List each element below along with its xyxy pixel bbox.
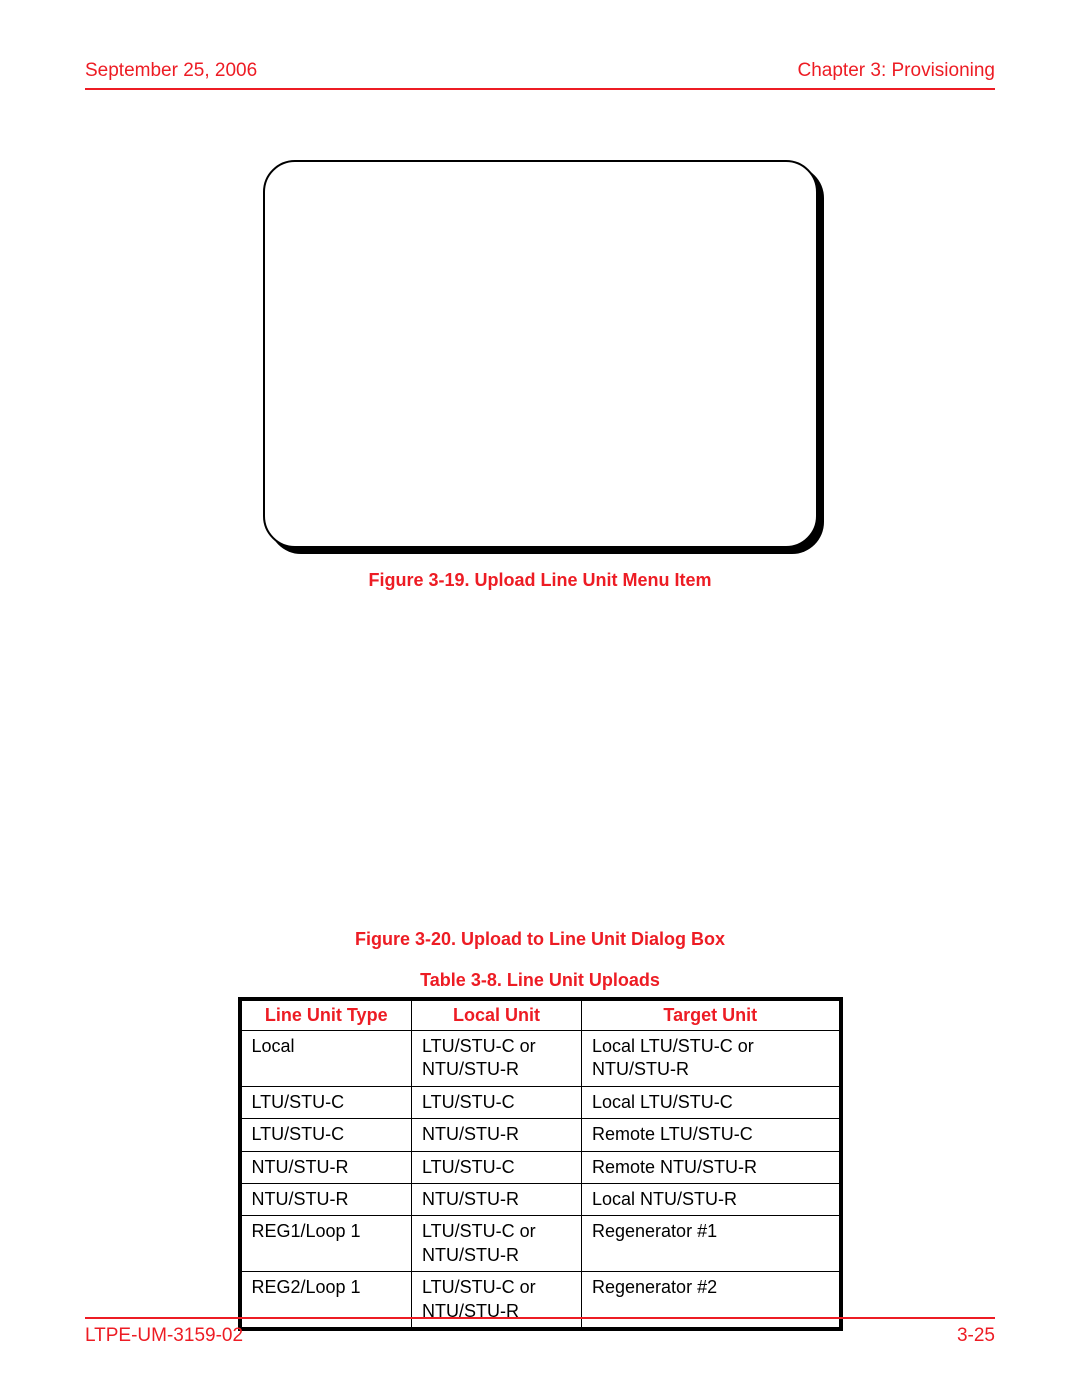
table-cell: Remote NTU/STU-R: [582, 1151, 839, 1183]
table-header-row: Line Unit Type Local Unit Target Unit: [242, 1001, 839, 1031]
table-header-cell: Local Unit: [412, 1001, 582, 1031]
figure-1-placeholder: [263, 160, 818, 548]
table-cell: Local: [242, 1031, 412, 1087]
header-chapter: Chapter 3: Provisioning: [798, 60, 996, 82]
table-cell: NTU/STU-R: [412, 1119, 582, 1151]
table-cell: LTU/STU-C: [242, 1119, 412, 1151]
table-cell: NTU/STU-R: [242, 1151, 412, 1183]
table-cell: LTU/STU-C or NTU/STU-R: [412, 1031, 582, 1087]
table-cell: LTU/STU-C: [242, 1086, 412, 1118]
table-cell: Remote LTU/STU-C: [582, 1119, 839, 1151]
line-unit-uploads-table: Line Unit Type Local Unit Target Unit Lo…: [242, 1001, 839, 1327]
figure-1-box: [263, 160, 818, 548]
table-cell: NTU/STU-R: [412, 1183, 582, 1215]
table-cell: Local LTU/STU-C or NTU/STU-R: [582, 1031, 839, 1087]
table-row: NTU/STU-R NTU/STU-R Local NTU/STU-R: [242, 1183, 839, 1215]
footer-pagenum: 3-25: [957, 1325, 995, 1347]
table-cell: Local LTU/STU-C: [582, 1086, 839, 1118]
page-footer: LTPE-UM-3159-02 3-25: [85, 1317, 995, 1347]
page-header: September 25, 2006 Chapter 3: Provisioni…: [85, 60, 995, 90]
table-header-cell: Line Unit Type: [242, 1001, 412, 1031]
figure-2-caption: Figure 3-20. Upload to Line Unit Dialog …: [355, 929, 725, 950]
table-cell: LTU/STU-C or NTU/STU-R: [412, 1216, 582, 1272]
table-row: Local LTU/STU-C or NTU/STU-R Local LTU/S…: [242, 1031, 839, 1087]
table-row: LTU/STU-C LTU/STU-C Local LTU/STU-C: [242, 1086, 839, 1118]
table-cell: LTU/STU-C: [412, 1151, 582, 1183]
table-cell: Regenerator #1: [582, 1216, 839, 1272]
table-cell: Local NTU/STU-R: [582, 1183, 839, 1215]
table-header-cell: Target Unit: [582, 1001, 839, 1031]
figure-1-caption: Figure 3-19. Upload Line Unit Menu Item: [368, 570, 711, 591]
table-row: REG1/Loop 1 LTU/STU-C or NTU/STU-R Regen…: [242, 1216, 839, 1272]
footer-docnum: LTPE-UM-3159-02: [85, 1325, 243, 1347]
table-row: NTU/STU-R LTU/STU-C Remote NTU/STU-R: [242, 1151, 839, 1183]
table-caption: Table 3-8. Line Unit Uploads: [420, 970, 660, 991]
page-content: Figure 3-19. Upload Line Unit Menu Item …: [85, 90, 995, 1331]
line-unit-uploads-table-wrap: Line Unit Type Local Unit Target Unit Lo…: [238, 997, 843, 1331]
table-cell: REG1/Loop 1: [242, 1216, 412, 1272]
table-cell: NTU/STU-R: [242, 1183, 412, 1215]
table-cell: LTU/STU-C: [412, 1086, 582, 1118]
table-row: LTU/STU-C NTU/STU-R Remote LTU/STU-C: [242, 1119, 839, 1151]
header-date: September 25, 2006: [85, 60, 257, 82]
